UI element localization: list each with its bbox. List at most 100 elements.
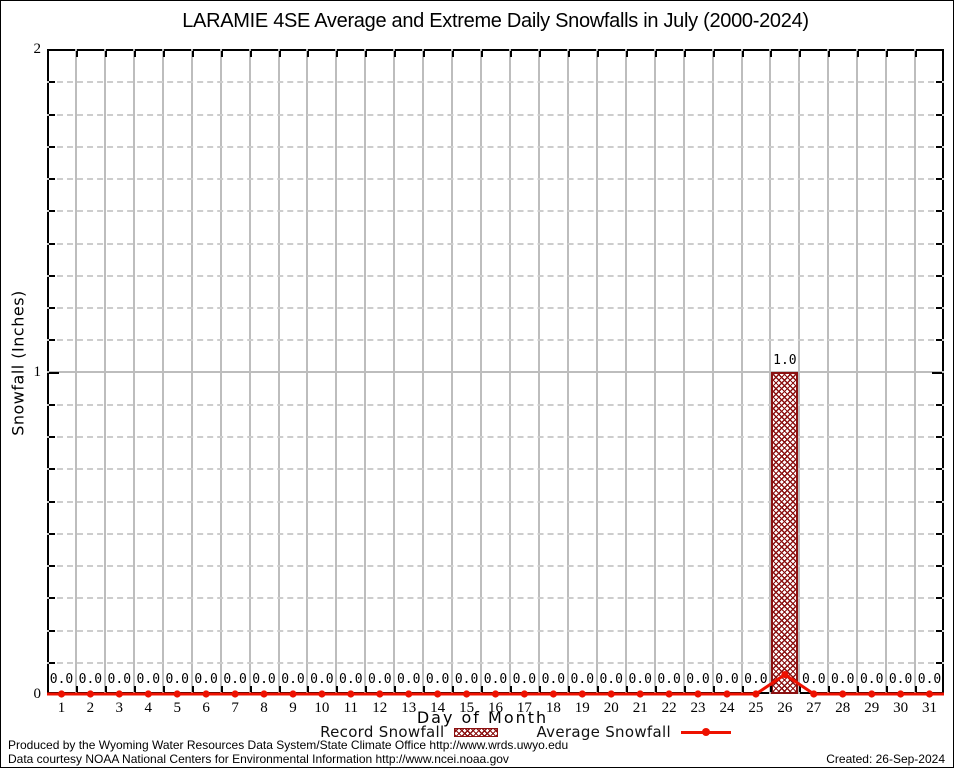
left-tick <box>49 242 55 245</box>
footer-line-1: Produced by the Wyoming Water Resources … <box>8 738 569 752</box>
minor-gridline <box>47 436 944 438</box>
average-snowfall-marker <box>868 690 876 698</box>
x-tick-label: 7 <box>231 700 239 716</box>
value-label: 0.0 <box>802 672 826 687</box>
top-minor-tick <box>538 51 541 57</box>
average-snowfall-marker <box>665 690 673 698</box>
left-tick <box>49 500 55 503</box>
top-minor-tick <box>423 51 426 57</box>
minor-gridline <box>47 629 944 632</box>
value-label: 0.0 <box>715 672 739 687</box>
average-snowfall-marker <box>376 690 384 698</box>
value-label: 0.0 <box>136 672 161 687</box>
legend-item-record-snowfall: Record Snowfall <box>320 723 499 741</box>
value-label: 0.0 <box>744 672 768 687</box>
value-label: 0.0 <box>223 672 247 687</box>
average-snowfall-marker <box>607 690 615 698</box>
right-tick <box>936 629 942 632</box>
top-minor-tick <box>654 51 657 57</box>
bottom-minor-tick <box>654 686 657 692</box>
average-snowfall-marker <box>318 690 326 698</box>
value-label: 0.0 <box>425 672 450 687</box>
left-tick <box>49 403 55 406</box>
major-gridline <box>47 370 944 373</box>
right-tick <box>936 532 942 535</box>
value-label: 0.0 <box>599 672 623 687</box>
x-tick-label: 30 <box>893 700 909 716</box>
top-minor-tick <box>162 51 165 57</box>
minor-gridline <box>47 307 944 309</box>
x-tick-label: 8 <box>260 700 268 716</box>
bottom-minor-tick <box>162 686 165 692</box>
value-label: 0.0 <box>194 672 218 687</box>
x-tick-label: 24 <box>719 700 735 716</box>
value-label: 0.0 <box>78 672 103 687</box>
x-tick-label: 27 <box>806 700 822 716</box>
average-snowfall-marker <box>173 690 181 698</box>
x-tick-label: 16 <box>488 700 503 716</box>
average-snowfall-marker <box>57 690 66 698</box>
right-tick <box>936 403 942 406</box>
value-label: 0.0 <box>541 672 566 687</box>
record-snowfall-swatch-icon <box>454 727 499 737</box>
average-snowfall-marker <box>839 690 847 698</box>
average-snowfall-marker-icon <box>701 728 710 736</box>
right-tick <box>936 274 942 277</box>
minor-gridline <box>47 661 944 664</box>
x-tick-label: 17 <box>516 700 532 716</box>
y-tick-label: 1 <box>33 363 42 380</box>
minor-gridline <box>47 500 944 503</box>
average-snowfall-marker <box>578 690 586 698</box>
x-tick-label: 5 <box>173 700 181 716</box>
average-snowfall-marker <box>694 690 702 698</box>
x-tick-label: 29 <box>864 700 880 716</box>
value-label: 0.0 <box>454 672 479 687</box>
left-tick <box>49 113 55 116</box>
bottom-minor-tick <box>886 686 889 692</box>
value-label: 0.0 <box>107 672 132 687</box>
bottom-minor-tick <box>915 686 918 692</box>
left-tick <box>49 145 55 148</box>
minor-gridline <box>47 113 944 116</box>
top-minor-tick <box>481 51 483 57</box>
bottom-minor-tick <box>799 686 802 692</box>
right-tick <box>936 145 942 148</box>
bottom-minor-tick <box>857 686 860 692</box>
x-tick-label: 23 <box>690 700 706 716</box>
bottom-minor-tick <box>452 686 455 692</box>
left-tick <box>49 597 55 600</box>
left-tick <box>49 81 55 84</box>
average-snowfall-marker <box>810 690 818 698</box>
x-tick-label: 28 <box>835 700 851 716</box>
bottom-minor-tick <box>336 686 339 692</box>
top-minor-tick <box>452 51 455 57</box>
average-snowfall-marker <box>405 690 413 698</box>
left-tick <box>49 661 55 664</box>
top-minor-tick <box>857 51 860 57</box>
top-minor-tick <box>915 51 918 57</box>
value-label: 0.0 <box>396 672 421 687</box>
average-snowfall-marker <box>289 690 297 698</box>
average-snowfall-marker <box>925 690 934 698</box>
top-minor-tick <box>625 51 628 57</box>
value-label: 0.0 <box>281 672 305 687</box>
minor-gridline <box>47 468 944 471</box>
minor-gridline <box>47 81 944 84</box>
value-label: 1.0 <box>773 352 797 368</box>
average-snowfall-marker <box>636 690 644 698</box>
right-tick <box>936 339 942 342</box>
x-tick-label: 20 <box>603 700 619 716</box>
bottom-minor-tick <box>423 686 426 692</box>
x-tick-label: 1 <box>57 700 66 716</box>
left-tick <box>49 339 55 342</box>
minor-gridline <box>47 274 944 277</box>
left-tick <box>49 468 55 471</box>
right-tick <box>932 371 942 374</box>
average-snowfall-marker <box>86 690 94 698</box>
value-label: 0.0 <box>917 672 942 687</box>
right-tick <box>936 565 942 567</box>
value-label: 0.0 <box>888 672 913 687</box>
value-label: 0.0 <box>165 672 189 687</box>
right-tick <box>936 661 942 664</box>
